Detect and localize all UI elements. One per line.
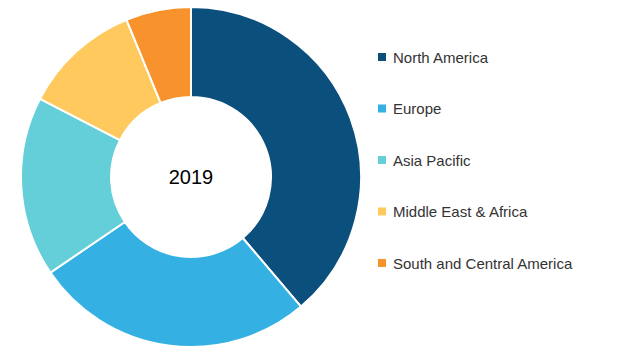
legend-item: Middle East & Africa — [378, 203, 528, 220]
legend-item: Europe — [378, 100, 441, 117]
center-title: 2019 — [169, 166, 214, 188]
legend-label: Asia Pacific — [393, 152, 471, 169]
donut: 2019 — [21, 7, 361, 347]
legend-swatch — [378, 53, 386, 61]
legend-swatch — [378, 208, 386, 216]
legend-swatch — [378, 105, 386, 113]
legend-item: Asia Pacific — [378, 152, 471, 169]
chart: 2019 North America Europe Asia Pacific Middl… — [0, 0, 641, 358]
legend: North America Europe Asia Pacific Middle Ea… — [378, 49, 573, 272]
slice — [126, 7, 191, 103]
legend-swatch — [378, 156, 386, 164]
legend-swatch — [378, 259, 386, 267]
legend-item: North America — [378, 49, 489, 66]
legend-label: South and Central America — [393, 255, 573, 272]
legend-label: North America — [393, 49, 489, 66]
legend-label: Europe — [393, 100, 441, 117]
legend-item: South and Central America — [378, 255, 573, 272]
legend-label: Middle East & Africa — [393, 203, 528, 220]
